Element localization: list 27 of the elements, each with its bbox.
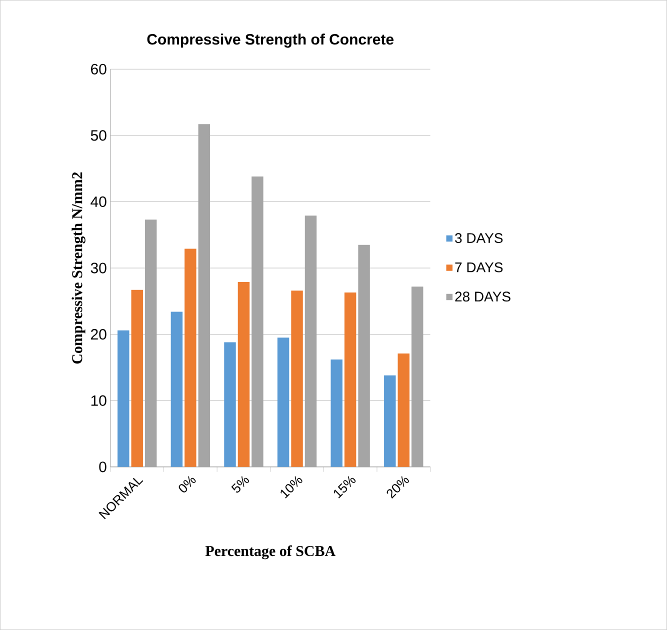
- bar: [170, 312, 183, 467]
- legend-label: 28 DAYS: [455, 292, 510, 302]
- bar: [184, 248, 196, 467]
- bar: [118, 330, 130, 467]
- bar: [238, 282, 250, 467]
- bar: [131, 290, 143, 467]
- bar: [330, 360, 342, 467]
- y-tick-label: 40: [90, 196, 106, 208]
- y-tick-label: 10: [91, 395, 106, 406]
- bar: [277, 338, 290, 467]
- y-tick-label: 20: [91, 329, 106, 340]
- chart-title: Compressive Strength of Concrete: [147, 34, 394, 48]
- x-axis-title: Percentage of SCBA: [205, 545, 336, 560]
- x-tick-label: 5%: [231, 476, 249, 493]
- bar: [384, 375, 396, 467]
- y-axis-title: Compressive Strength N/mm2: [72, 172, 86, 364]
- y-tick-label: 50: [90, 130, 106, 141]
- bar: [224, 342, 236, 467]
- bar: [344, 292, 356, 467]
- y-tick-label: 60: [91, 64, 106, 74]
- y-tick-label: 0: [99, 462, 106, 472]
- x-tick-label: 0%: [178, 476, 196, 492]
- bar: [291, 290, 303, 467]
- legend-label: 3 DAYS: [455, 233, 503, 244]
- y-tick-label: 30: [90, 262, 106, 274]
- bar: [398, 354, 410, 467]
- legend-label: 7 DAYS: [455, 262, 503, 272]
